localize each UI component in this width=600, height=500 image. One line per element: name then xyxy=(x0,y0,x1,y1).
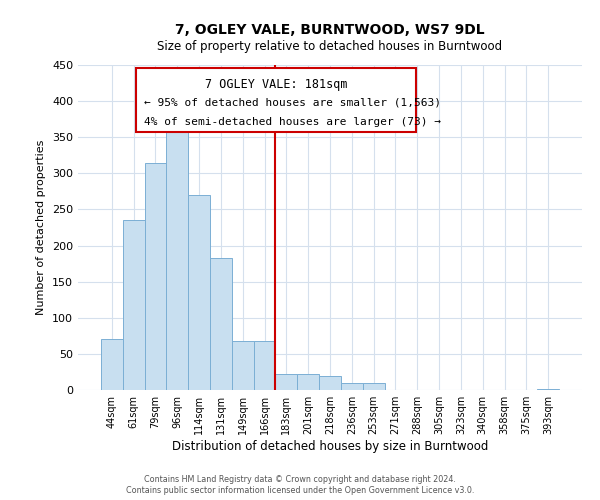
Text: 7, OGLEY VALE, BURNTWOOD, WS7 9DL: 7, OGLEY VALE, BURNTWOOD, WS7 9DL xyxy=(175,22,485,36)
Bar xyxy=(537,388,559,390)
Bar xyxy=(166,123,188,390)
Text: 7 OGLEY VALE: 181sqm: 7 OGLEY VALE: 181sqm xyxy=(205,78,347,91)
Text: 4% of semi-detached houses are larger (73) →: 4% of semi-detached houses are larger (7… xyxy=(143,117,440,127)
Text: ← 95% of detached houses are smaller (1,563): ← 95% of detached houses are smaller (1,… xyxy=(143,98,440,108)
Bar xyxy=(101,340,123,390)
Text: Contains HM Land Registry data © Crown copyright and database right 2024.: Contains HM Land Registry data © Crown c… xyxy=(144,475,456,484)
Bar xyxy=(254,341,275,390)
Bar xyxy=(123,220,145,390)
FancyBboxPatch shape xyxy=(136,68,416,132)
X-axis label: Distribution of detached houses by size in Burntwood: Distribution of detached houses by size … xyxy=(172,440,488,453)
Bar xyxy=(275,374,297,390)
Bar xyxy=(363,383,385,390)
Bar xyxy=(145,162,166,390)
Bar xyxy=(297,374,319,390)
Bar xyxy=(319,376,341,390)
Text: Size of property relative to detached houses in Burntwood: Size of property relative to detached ho… xyxy=(157,40,503,53)
Bar xyxy=(341,383,363,390)
Bar xyxy=(210,258,232,390)
Text: Contains public sector information licensed under the Open Government Licence v3: Contains public sector information licen… xyxy=(126,486,474,495)
Bar xyxy=(232,341,254,390)
Bar xyxy=(188,195,210,390)
Y-axis label: Number of detached properties: Number of detached properties xyxy=(37,140,46,315)
